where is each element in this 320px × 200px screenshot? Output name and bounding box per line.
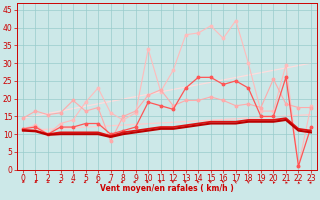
X-axis label: Vent moyen/en rafales ( km/h ): Vent moyen/en rafales ( km/h ) xyxy=(100,184,234,193)
